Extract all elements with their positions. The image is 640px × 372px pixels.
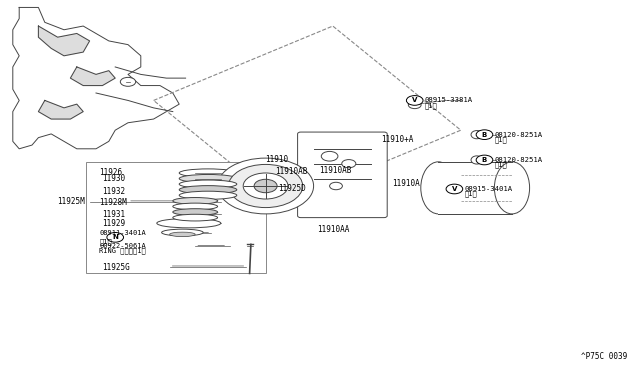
Ellipse shape [179,186,237,194]
Text: 11925G: 11925G [102,263,130,272]
Circle shape [408,101,421,109]
Text: 11910: 11910 [266,155,289,164]
Text: 08911-3401A: 08911-3401A [99,230,146,236]
Circle shape [406,96,423,105]
Text: 11930: 11930 [102,174,125,183]
Ellipse shape [179,169,237,177]
Bar [86,162,266,273]
Polygon shape [38,100,83,119]
Text: 08120-8251A: 08120-8251A [495,132,543,138]
Text: 11932: 11932 [102,187,125,196]
Ellipse shape [161,229,204,236]
Text: 11928M: 11928M [99,198,127,207]
Text: （1）: （1） [99,238,112,245]
Text: RING リング（1）: RING リング（1） [99,247,146,254]
Text: 11925M: 11925M [58,197,85,206]
Text: （1）: （1） [495,137,508,143]
Text: （1）: （1） [495,162,508,169]
Text: 11910AB: 11910AB [275,167,308,176]
Ellipse shape [421,162,456,214]
Ellipse shape [170,232,195,237]
Polygon shape [13,7,179,149]
Polygon shape [70,67,115,86]
Text: 11931: 11931 [102,210,125,219]
Ellipse shape [173,209,218,215]
Ellipse shape [173,198,218,204]
Ellipse shape [494,162,530,214]
Circle shape [120,77,136,86]
FancyBboxPatch shape [298,132,387,218]
Text: 11929: 11929 [102,219,125,228]
Ellipse shape [179,180,237,188]
Ellipse shape [173,214,218,221]
Text: B: B [482,157,487,163]
Circle shape [107,232,124,242]
Text: （1）: （1） [465,191,477,198]
Text: ^P75C 0039: ^P75C 0039 [581,352,627,361]
Text: 11925D: 11925D [278,185,306,193]
Text: 08120-8251A: 08120-8251A [495,157,543,163]
Circle shape [243,173,288,199]
Text: 11910+A: 11910+A [381,135,413,144]
Circle shape [446,184,463,194]
Ellipse shape [471,131,483,139]
Circle shape [218,158,314,214]
Polygon shape [38,26,90,56]
Text: 11926: 11926 [99,169,122,177]
Text: 11910AA: 11910AA [317,225,350,234]
Text: N: N [112,234,118,240]
Text: 11910AB: 11910AB [319,166,351,175]
Text: 08915-3381A: 08915-3381A [424,97,472,103]
Circle shape [476,155,493,165]
Text: （1）: （1） [424,103,437,109]
Circle shape [330,182,342,190]
Circle shape [342,160,356,168]
Ellipse shape [157,219,221,228]
Text: 00922-5061A: 00922-5061A [99,243,146,249]
Text: V: V [452,186,457,192]
Text: 11910A: 11910A [392,179,419,188]
Text: B: B [482,132,487,138]
Circle shape [228,164,303,208]
Ellipse shape [179,191,237,199]
Circle shape [476,130,493,140]
Bar [438,162,512,214]
Text: V: V [412,97,417,103]
Circle shape [254,179,277,193]
Ellipse shape [471,156,483,164]
Ellipse shape [173,203,218,210]
Text: 08915-3401A: 08915-3401A [465,186,513,192]
Circle shape [321,151,338,161]
Ellipse shape [179,174,237,183]
